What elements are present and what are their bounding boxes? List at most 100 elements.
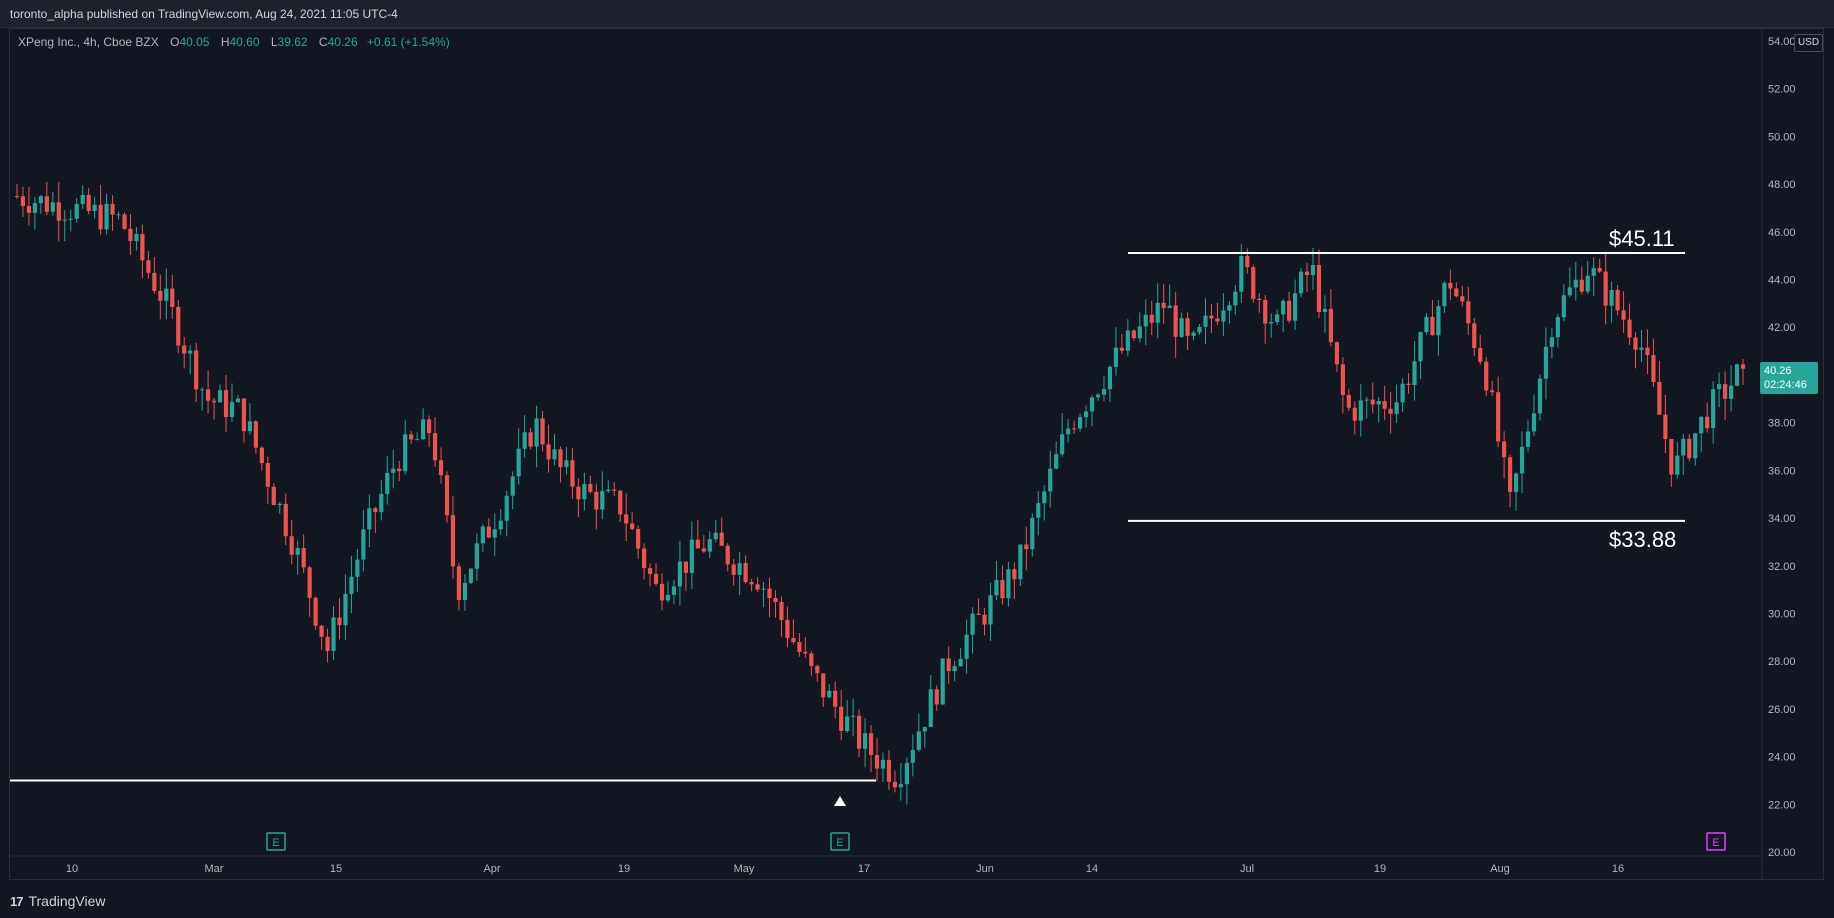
candle-body	[110, 203, 115, 215]
candle-body	[522, 432, 527, 449]
chart-pane[interactable]	[9, 28, 1824, 880]
candle-body	[1089, 397, 1095, 412]
candle-body	[38, 196, 43, 204]
last-price-badge: 40.26 02:24:46	[1760, 362, 1818, 394]
candle-body	[1657, 382, 1662, 415]
candle-body	[564, 460, 569, 468]
earnings-icon[interactable]: E	[266, 832, 286, 851]
candle-body	[432, 433, 438, 461]
candle-body	[474, 543, 479, 569]
candle-body	[689, 539, 694, 573]
candle-body	[862, 733, 868, 749]
candle-body	[343, 593, 348, 626]
candle-body	[1042, 491, 1047, 504]
x-tick-label: May	[734, 863, 755, 875]
symbol-description: XPeng Inc., 4h, Cboe BZX	[18, 35, 159, 49]
earnings-icon-glyph: E	[1712, 837, 1719, 849]
candle-body	[1287, 300, 1292, 321]
candle-body	[271, 486, 276, 506]
candle-body	[1705, 416, 1710, 429]
candle-body	[265, 463, 270, 487]
candle-body	[1400, 383, 1405, 403]
candle-body	[1543, 346, 1549, 379]
candle-body	[731, 564, 736, 575]
y-tick-label: 54.00	[1768, 36, 1796, 48]
publisher-line: toronto_alpha published on TradingView.c…	[10, 7, 398, 21]
candle-body	[1012, 569, 1017, 580]
candle-body	[194, 350, 199, 390]
candle-body	[229, 402, 235, 417]
tradingview-logo[interactable]: 17 TradingView	[10, 893, 106, 909]
candle-body	[1645, 347, 1650, 356]
candle-body	[1024, 544, 1029, 550]
open-label: O	[170, 35, 180, 49]
candle-body	[833, 690, 838, 707]
candle-body	[1269, 322, 1274, 324]
candle-body	[1484, 361, 1489, 391]
earnings-upcoming-icon[interactable]: E	[1706, 832, 1726, 851]
candle-body	[1048, 468, 1053, 492]
candle-body	[582, 484, 587, 500]
candle-body	[1119, 347, 1124, 351]
x-tick-label: Apr	[483, 863, 500, 875]
close-value: 40.26	[327, 35, 358, 49]
candle-body	[1340, 364, 1345, 395]
candle-body	[409, 434, 414, 440]
last-price: 40.26	[1764, 365, 1792, 377]
candle-body	[200, 389, 205, 391]
candle-body	[1507, 457, 1513, 492]
candle-body	[892, 781, 898, 788]
candle-body	[1376, 400, 1381, 405]
candle-body	[964, 634, 969, 659]
candle-body	[486, 526, 491, 538]
candle-body	[80, 194, 85, 205]
y-tick-label: 28.00	[1768, 656, 1796, 668]
currency-selector[interactable]: USD	[1794, 34, 1823, 52]
candle-body	[910, 749, 915, 763]
candle-body	[1555, 317, 1560, 338]
candle-body	[868, 733, 874, 755]
candle-body	[56, 202, 61, 221]
y-tick-label: 26.00	[1768, 704, 1796, 716]
candle-body	[176, 306, 181, 346]
candle-body	[659, 583, 665, 601]
candle-body	[128, 228, 133, 242]
x-tick-label: 17	[858, 863, 870, 875]
candle-body	[976, 613, 981, 615]
candle-body	[1167, 305, 1172, 309]
candle-body	[504, 495, 509, 521]
candle-body	[259, 447, 264, 464]
candle-body	[791, 637, 796, 643]
candle-body	[1490, 390, 1495, 393]
candle-body	[1107, 366, 1113, 390]
earnings-icon[interactable]: E	[830, 832, 850, 851]
y-tick-label: 46.00	[1768, 227, 1796, 239]
candle-body	[480, 526, 485, 544]
x-tick-label: 19	[1374, 863, 1386, 875]
candle-body	[1597, 268, 1602, 272]
candle-body	[62, 219, 67, 221]
candle-body	[1621, 310, 1626, 320]
candle-body	[1191, 332, 1196, 336]
candle-body	[1352, 407, 1357, 421]
candle-body	[438, 460, 444, 476]
candle-body	[1579, 279, 1584, 292]
x-tick-label: Aug	[1490, 863, 1510, 875]
y-tick-label: 52.00	[1768, 84, 1796, 96]
candle-body	[940, 658, 945, 705]
candle-body	[653, 573, 659, 584]
candle-body	[1531, 413, 1537, 432]
low-label: L	[270, 35, 278, 49]
candle-body	[1316, 264, 1322, 312]
candle-body	[385, 472, 390, 494]
candle-body	[146, 260, 151, 273]
candle-body	[289, 536, 294, 555]
candle-body	[1227, 305, 1232, 311]
candle-body	[253, 421, 258, 448]
candle-body	[1627, 319, 1632, 338]
candle-body	[1406, 383, 1411, 385]
candle-body	[677, 561, 683, 587]
candle-body	[1424, 316, 1429, 333]
bar-countdown: 02:24:46	[1764, 379, 1807, 391]
